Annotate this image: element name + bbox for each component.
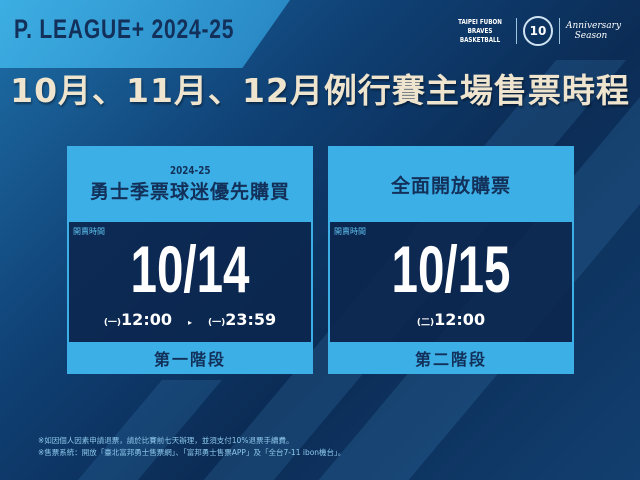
- sale-times: (二)12:00: [330, 310, 572, 329]
- sale-time-label: 開賣時間: [73, 227, 105, 236]
- sale-time-label: 開賣時間: [334, 227, 366, 236]
- divider: [516, 18, 517, 44]
- start-time: 12:00: [121, 310, 172, 329]
- anniversary-text: Anniversary Season: [566, 21, 622, 41]
- note-refund: ※如因個人因素申請退票，請於比賽前七天辦理，並須支付10%退票手續費。: [38, 436, 294, 445]
- start-time: 12:00: [434, 310, 486, 329]
- arrow-icon: ▸: [187, 318, 192, 327]
- card-body: 開賣時間 10/15 (二)12:00: [328, 222, 574, 342]
- phase-card-2: 全面開放購票 開賣時間 10/15 (二)12:00 第二階段: [328, 146, 574, 374]
- notes: ※如因個人因素申請退票，請於比賽前七天辦理，並須支付10%退票手續費。 ※售票系…: [38, 435, 345, 459]
- end-day: (一): [208, 318, 226, 328]
- anniversary-badge: 10: [523, 16, 553, 46]
- card-header: 全面開放購票: [328, 146, 574, 222]
- background-stripe: [78, 380, 222, 480]
- sale-date: 10/15: [391, 232, 511, 306]
- card-title: 全面開放購票: [390, 174, 511, 197]
- end-time: 23:59: [225, 310, 277, 329]
- divider: [559, 18, 560, 44]
- note-sales-channels: ※售票系統：開放「臺北富邦勇士售票網」、「富邦勇士售票APP」及「全台7-11 …: [38, 448, 346, 457]
- card-header: 2024-25 勇士季票球迷優先購買: [67, 146, 313, 222]
- start-day: (一): [103, 318, 122, 328]
- brand-text: TAIPEI FUBON BRAVES BASKETBALL: [458, 17, 502, 44]
- sale-times: (一)12:00 ▸ (一)23:59: [69, 310, 311, 329]
- start-day: (二): [416, 318, 435, 328]
- card-body: 開賣時間 10/14 (一)12:00 ▸ (一)23:59: [67, 222, 313, 342]
- phase-label: 第一階段: [67, 342, 313, 374]
- season-label: 2024-25: [169, 164, 211, 177]
- card-title: 勇士季票球迷優先購買: [89, 181, 290, 203]
- sale-date: 10/14: [130, 232, 250, 306]
- phase-label: 第二階段: [328, 342, 574, 374]
- phase-card-1: 2024-25 勇士季票球迷優先購買 開賣時間 10/14 (一)12:00 ▸(…: [67, 146, 313, 374]
- page-title: 10月、11月、12月例行賽主場售票時程: [10, 71, 630, 110]
- brand-logo: TAIPEI FUBON BRAVES BASKETBALL 10 Annive…: [450, 16, 622, 46]
- league-title: P. LEAGUE+ 2024-25: [14, 14, 235, 44]
